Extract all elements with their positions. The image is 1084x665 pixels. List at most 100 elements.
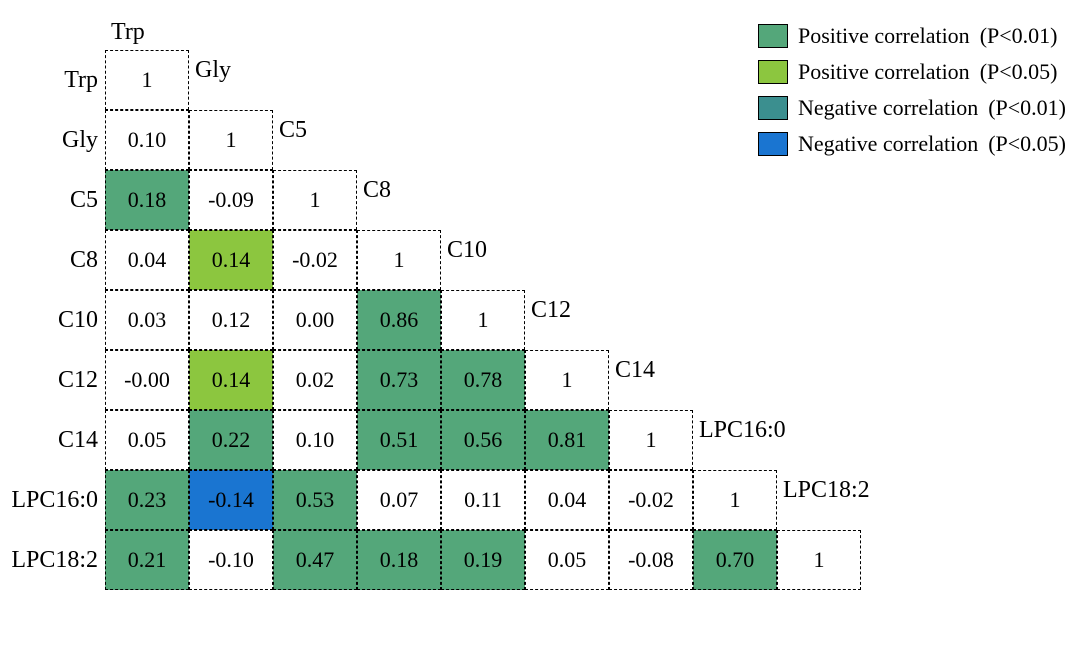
legend-item: Positive correlation(P<0.01) xyxy=(758,18,1066,54)
matrix-cell: 0.81 xyxy=(525,410,609,470)
matrix-cell-value: 0.70 xyxy=(716,549,755,571)
matrix-cell-value: 1 xyxy=(562,369,573,391)
col-header: LPC18:2 xyxy=(783,478,870,502)
matrix-cell-value: 0.02 xyxy=(296,369,335,391)
legend-pvalue: (P<0.05) xyxy=(980,59,1058,85)
row-label: C10 xyxy=(0,308,98,332)
row-label: C8 xyxy=(0,248,98,272)
legend-pvalue: (P<0.05) xyxy=(988,131,1066,157)
matrix-cell: 0.03 xyxy=(105,290,189,350)
matrix-cell-value: 0.12 xyxy=(212,309,251,331)
matrix-cell: -0.09 xyxy=(189,170,273,230)
matrix-cell: 0.73 xyxy=(357,350,441,410)
matrix-cell-value: -0.10 xyxy=(208,549,254,571)
row-label: C14 xyxy=(0,428,98,452)
legend-pvalue: (P<0.01) xyxy=(980,23,1058,49)
matrix-cell-value: 0.00 xyxy=(296,309,335,331)
legend-swatch xyxy=(758,96,788,120)
matrix-cell-value: 0.21 xyxy=(128,549,167,571)
col-header: C10 xyxy=(447,238,487,262)
matrix-cell-value: 1 xyxy=(394,249,405,271)
matrix-cell-value: -0.14 xyxy=(208,489,254,511)
matrix-cell-value: 0.53 xyxy=(296,489,335,511)
matrix-cell: -0.00 xyxy=(105,350,189,410)
matrix-cell-value: 0.04 xyxy=(548,489,587,511)
matrix-cell: 1 xyxy=(609,410,693,470)
matrix-cell: 0.18 xyxy=(105,170,189,230)
matrix-cell-value: 0.81 xyxy=(548,429,587,451)
matrix-cell: 1 xyxy=(105,50,189,110)
matrix-cell: -0.02 xyxy=(609,470,693,530)
matrix-cell: -0.02 xyxy=(273,230,357,290)
matrix-cell-value: 0.22 xyxy=(212,429,251,451)
matrix-cell-value: 1 xyxy=(226,129,237,151)
col-header: LPC16:0 xyxy=(699,418,786,442)
matrix-cell-value: -0.09 xyxy=(208,189,254,211)
matrix-cell-value: -0.02 xyxy=(292,249,338,271)
matrix-cell-value: 0.11 xyxy=(464,489,502,511)
matrix-cell-value: -0.02 xyxy=(628,489,674,511)
legend-swatch xyxy=(758,24,788,48)
matrix-cell: 0.56 xyxy=(441,410,525,470)
matrix-cell: 0.07 xyxy=(357,470,441,530)
row-label: C5 xyxy=(0,188,98,212)
matrix-cell: 0.04 xyxy=(105,230,189,290)
legend-text: Negative correlation xyxy=(798,131,978,157)
matrix-cell-value: 0.05 xyxy=(548,549,587,571)
row-label: LPC18:2 xyxy=(0,548,98,572)
legend-item: Negative correlation (P<0.01) xyxy=(758,90,1066,126)
matrix-cell: 1 xyxy=(357,230,441,290)
matrix-cell: 1 xyxy=(693,470,777,530)
matrix-cell: 1 xyxy=(777,530,861,590)
col-header: Gly xyxy=(195,58,231,82)
matrix-cell-value: 1 xyxy=(142,69,153,91)
col-header: C14 xyxy=(615,358,655,382)
matrix-cell: 0.10 xyxy=(105,110,189,170)
matrix-cell: -0.08 xyxy=(609,530,693,590)
matrix-cell-value: 1 xyxy=(730,489,741,511)
legend-swatch xyxy=(758,60,788,84)
matrix-cell-value: 1 xyxy=(478,309,489,331)
matrix-cell-value: 0.78 xyxy=(464,369,503,391)
matrix-cell-value: 0.19 xyxy=(464,549,503,571)
matrix-cell-value: 0.86 xyxy=(380,309,419,331)
matrix-cell-value: 0.10 xyxy=(128,129,167,151)
col-header: C8 xyxy=(363,178,391,202)
matrix-cell: 0.11 xyxy=(441,470,525,530)
matrix-cell-value: 1 xyxy=(646,429,657,451)
matrix-cell: 0.04 xyxy=(525,470,609,530)
row-label: Gly xyxy=(0,128,98,152)
col-header: C12 xyxy=(531,298,571,322)
legend: Positive correlation(P<0.01)Positive cor… xyxy=(758,18,1066,162)
col-header: Trp xyxy=(111,20,145,44)
matrix-cell: 0.00 xyxy=(273,290,357,350)
matrix-cell-value: 0.10 xyxy=(296,429,335,451)
matrix-cell-value: 0.73 xyxy=(380,369,419,391)
legend-swatch xyxy=(758,132,788,156)
legend-pvalue: (P<0.01) xyxy=(988,95,1066,121)
matrix-cell-value: 1 xyxy=(814,549,825,571)
row-label: C12 xyxy=(0,368,98,392)
matrix-cell: 0.12 xyxy=(189,290,273,350)
matrix-cell: 0.47 xyxy=(273,530,357,590)
matrix-cell: -0.14 xyxy=(189,470,273,530)
matrix-cell: 0.21 xyxy=(105,530,189,590)
matrix-cell-value: 0.23 xyxy=(128,489,167,511)
legend-item: Positive correlation (P<0.05) xyxy=(758,54,1066,90)
matrix-cell: 0.19 xyxy=(441,530,525,590)
matrix-cell: 0.05 xyxy=(525,530,609,590)
row-label: Trp xyxy=(0,68,98,92)
matrix-cell: 0.10 xyxy=(273,410,357,470)
legend-text: Negative correlation xyxy=(798,95,978,121)
matrix-cell-value: 0.14 xyxy=(212,249,251,271)
matrix-cell: -0.10 xyxy=(189,530,273,590)
legend-text: Positive correlation xyxy=(798,59,970,85)
matrix-cell-value: 1 xyxy=(310,189,321,211)
matrix-cell: 0.14 xyxy=(189,230,273,290)
row-label: LPC16:0 xyxy=(0,488,98,512)
matrix-cell-value: -0.00 xyxy=(124,369,170,391)
matrix-cell: 0.02 xyxy=(273,350,357,410)
matrix-cell-value: 0.14 xyxy=(212,369,251,391)
matrix-cell: 1 xyxy=(441,290,525,350)
legend-item: Negative correlation (P<0.05) xyxy=(758,126,1066,162)
